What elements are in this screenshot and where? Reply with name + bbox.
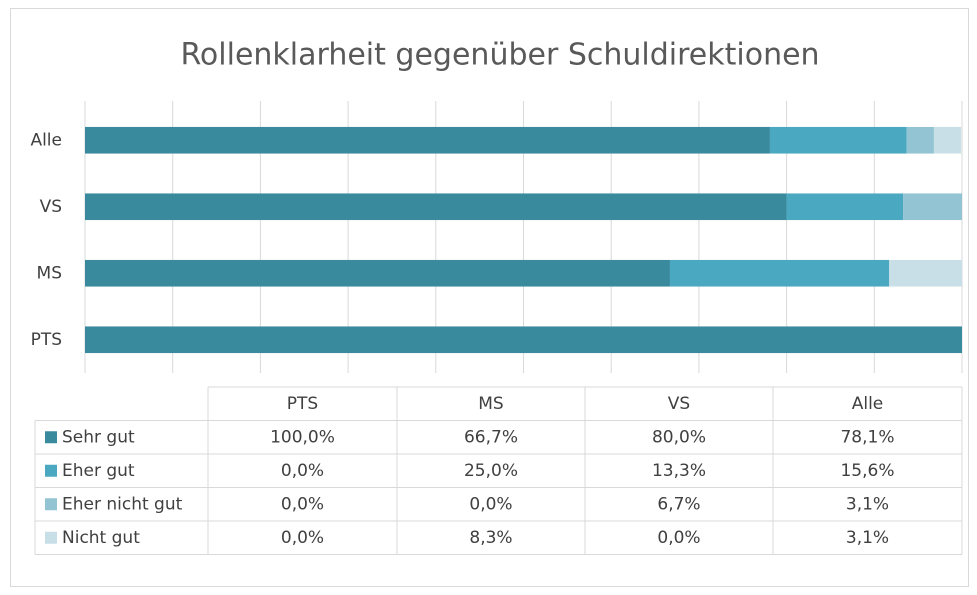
bar-segment [85, 326, 962, 354]
table-value: 78,1% [840, 427, 894, 447]
table-value: 3,1% [846, 528, 889, 548]
legend-swatch [45, 464, 57, 477]
bar-segment [903, 193, 962, 221]
table-header: PTS [287, 394, 318, 414]
table-value: 0,0% [281, 461, 324, 481]
table-value: 15,6% [840, 461, 894, 481]
legend-label: Eher nicht gut [62, 494, 183, 514]
legend-swatch [45, 431, 57, 444]
table-value: 0,0% [281, 494, 324, 514]
bar-segment [669, 259, 890, 287]
table-value: 0,0% [281, 528, 324, 548]
legend-swatch [45, 498, 57, 511]
bar-segment [769, 126, 907, 154]
y-tick-label: Alle [30, 130, 62, 150]
table-value: 100,0% [270, 427, 335, 447]
bar-segment [906, 126, 934, 154]
bar-segment [933, 126, 962, 154]
chart-border [10, 8, 969, 587]
legend-swatch [45, 531, 57, 544]
table-header: MS [478, 394, 503, 414]
table-value: 0,0% [657, 528, 700, 548]
table-value: 3,1% [846, 494, 889, 514]
table-header: Alle [852, 394, 884, 414]
table-value: 0,0% [469, 494, 512, 514]
table-value: 8,3% [469, 528, 512, 548]
table-value: 13,3% [652, 461, 706, 481]
table-value: 80,0% [652, 427, 706, 447]
legend-label: Eher gut [62, 461, 135, 481]
bar-segment [889, 259, 962, 287]
table-value: 25,0% [464, 461, 518, 481]
y-tick-label: PTS [31, 330, 62, 350]
table-header: VS [668, 394, 690, 414]
table-value: 6,7% [657, 494, 700, 514]
bar-segment [85, 259, 670, 287]
bar-segment [85, 193, 787, 221]
y-tick-label: MS [37, 263, 62, 283]
y-tick-label: VS [40, 197, 62, 217]
table-value: 66,7% [464, 427, 518, 447]
legend-label: Nicht gut [62, 528, 140, 548]
bar-segment [786, 193, 904, 221]
legend-label: Sehr gut [62, 427, 135, 447]
chart-title: Rollenklarheit gegenüber Schuldirektione… [180, 38, 819, 73]
bar-segment [85, 126, 770, 154]
